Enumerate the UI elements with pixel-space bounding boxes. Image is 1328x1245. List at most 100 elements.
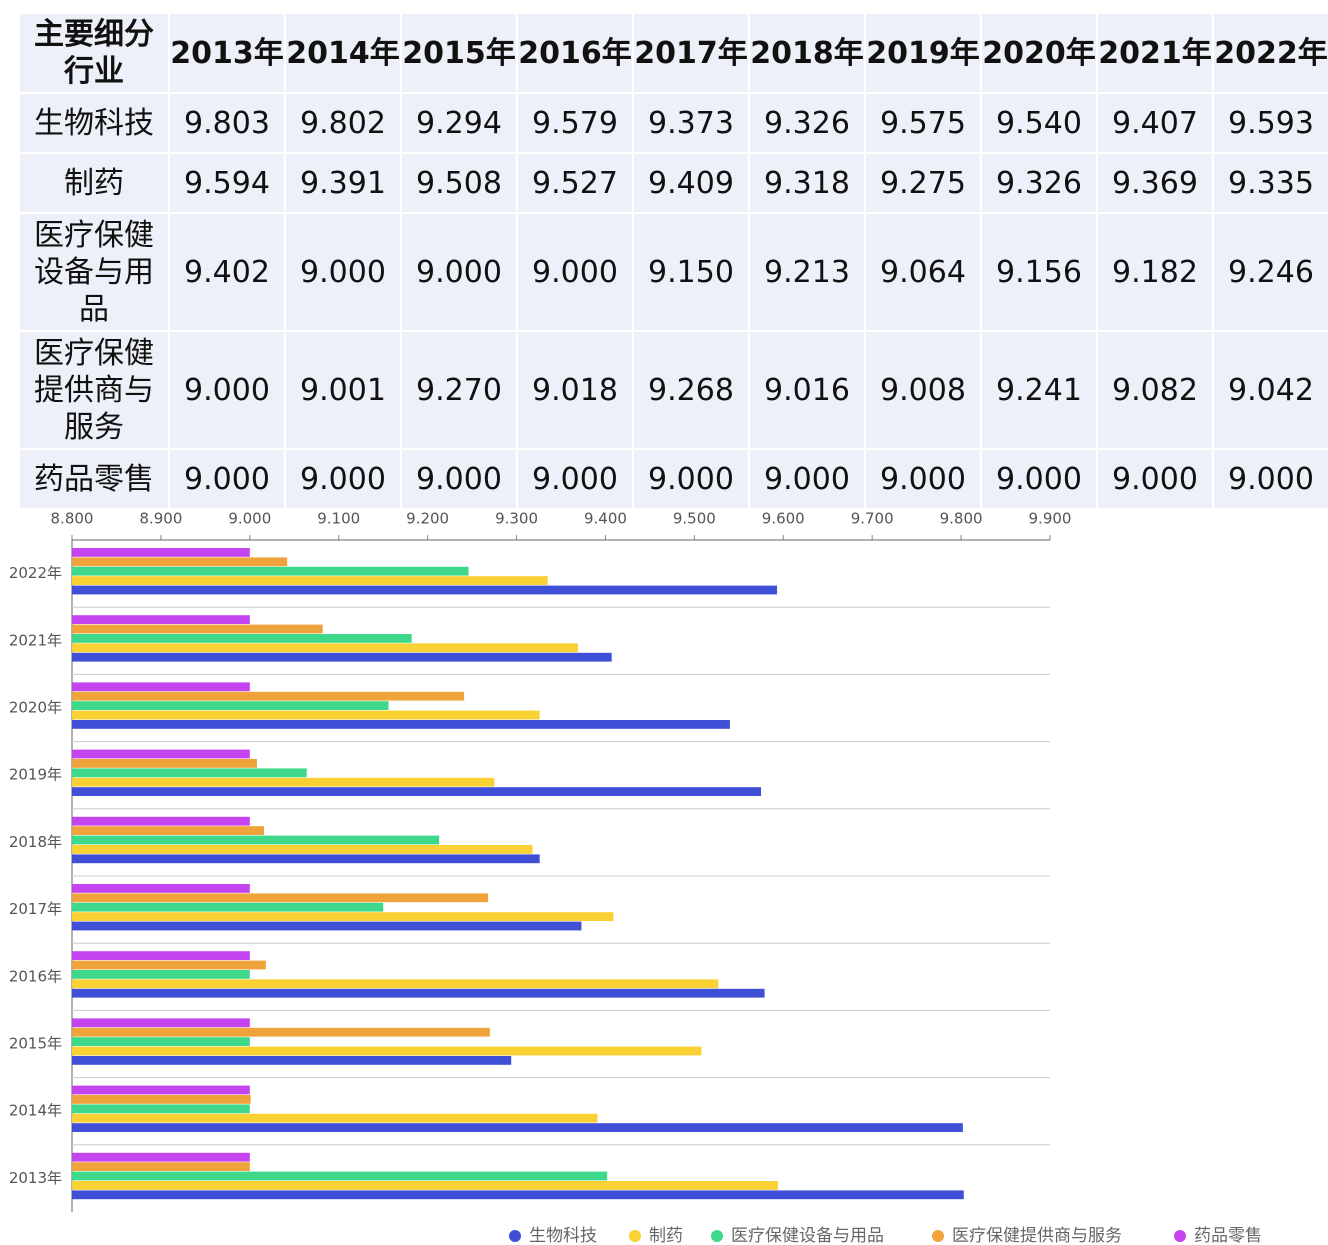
- bar: [72, 720, 730, 729]
- table-row: 医疗保健提供商与服务 9.000 9.001 9.270 9.018 9.268 9.016…: [20, 332, 1328, 448]
- bar: [72, 854, 540, 864]
- cell: 9.326: [750, 94, 864, 152]
- cell: 9.000: [286, 450, 400, 508]
- bar: [72, 1181, 778, 1190]
- cell: 9.000: [170, 332, 284, 448]
- bar: [72, 557, 288, 567]
- cell: 2016年: [518, 14, 632, 92]
- bar: [72, 951, 250, 960]
- cell: 9.508: [402, 154, 516, 212]
- cell: 9.182: [1098, 214, 1212, 330]
- bar: [72, 768, 307, 778]
- cell: 9.000: [518, 214, 632, 330]
- bar: [72, 921, 582, 931]
- bar: [72, 845, 533, 854]
- cell: 9.156: [982, 214, 1096, 330]
- bar: [72, 816, 250, 826]
- cell: 2018年: [750, 14, 864, 92]
- bar: [72, 548, 250, 557]
- y-tick-label: 2018年: [9, 833, 62, 851]
- x-tick-label: 9.600: [762, 510, 805, 528]
- x-tick-label: 9.000: [228, 510, 271, 528]
- cell: 9.000: [286, 214, 400, 330]
- bar: [72, 566, 469, 576]
- y-tick-label: 2022年: [9, 564, 62, 582]
- cell: 9.593: [1214, 94, 1328, 152]
- x-tick-label: 8.900: [139, 510, 182, 528]
- bar: [72, 634, 412, 643]
- legend-swatch: [1174, 1230, 1186, 1242]
- cell: 9.335: [1214, 154, 1328, 212]
- table-row: 医疗保健设备与用品 9.402 9.000 9.000 9.000 9.150 9.213 9…: [20, 214, 1328, 330]
- cell: 9.246: [1214, 214, 1328, 330]
- bar: [72, 652, 612, 662]
- y-tick-label: 2017年: [9, 900, 62, 918]
- bar: [72, 624, 323, 634]
- bar: [72, 701, 389, 710]
- bar: [72, 1162, 250, 1171]
- cell: 9.000: [402, 214, 516, 330]
- cell: 2022年: [1214, 14, 1328, 92]
- y-tick-label: 2014年: [9, 1102, 62, 1120]
- cell: 9.000: [518, 450, 632, 508]
- bar: [72, 979, 719, 989]
- row-label: 制药: [20, 154, 168, 212]
- bar: [72, 893, 489, 903]
- y-tick-label: 2019年: [9, 766, 62, 784]
- x-tick-label: 9.100: [317, 510, 360, 528]
- y-tick-label: 2016年: [9, 967, 62, 985]
- cell: 9.213: [750, 214, 864, 330]
- cell: 9.294: [402, 94, 516, 152]
- cell: 9.064: [866, 214, 980, 330]
- cell: 9.008: [866, 332, 980, 448]
- cell: 2013年: [170, 14, 284, 92]
- x-tick-label: 9.900: [1029, 510, 1072, 528]
- cell: 9.369: [1098, 154, 1212, 212]
- cell: 9.268: [634, 332, 748, 448]
- cell: 2019年: [866, 14, 980, 92]
- cell: 9.000: [1098, 450, 1212, 508]
- bar: [72, 643, 578, 653]
- cell: 9.409: [634, 154, 748, 212]
- bar: [72, 615, 250, 624]
- bar: [72, 1123, 963, 1132]
- row-label: 生物科技: [20, 94, 168, 152]
- table-row: 制药 9.594 9.391 9.508 9.527 9.409 9.318 9.275 9.3…: [20, 154, 1328, 212]
- row-label: 主要细分行业: [20, 14, 168, 92]
- cell: 9.540: [982, 94, 1096, 152]
- bar: [72, 988, 765, 998]
- bar: [72, 1027, 490, 1037]
- bar: [72, 1095, 251, 1104]
- bar: [72, 912, 614, 921]
- bar: [72, 1104, 250, 1114]
- bar: [72, 1190, 964, 1200]
- bar: [72, 884, 250, 893]
- cell: 9.373: [634, 94, 748, 152]
- legend-label: 医疗保健设备与用品: [731, 1226, 884, 1245]
- bar: [72, 1171, 608, 1181]
- bar: [72, 1037, 250, 1046]
- bar: [72, 682, 250, 692]
- cell: 9.000: [982, 450, 1096, 508]
- table-row: 主要细分行业 2013年 2014年 2015年 2016年 2017年 2018年 2019…: [20, 14, 1328, 92]
- bar: [72, 1056, 512, 1065]
- x-tick-label: 9.500: [673, 510, 716, 528]
- bar: [72, 749, 250, 759]
- cell: 2017年: [634, 14, 748, 92]
- cell: 9.594: [170, 154, 284, 212]
- cell: 9.802: [286, 94, 400, 152]
- cell: 9.000: [634, 450, 748, 508]
- bar: [72, 970, 250, 979]
- cell: 9.391: [286, 154, 400, 212]
- cell: 9.018: [518, 332, 632, 448]
- row-label: 医疗保健设备与用品: [20, 214, 168, 330]
- bar: [72, 1152, 250, 1162]
- cell: 9.803: [170, 94, 284, 152]
- bar: [72, 710, 540, 720]
- cell: 9.270: [402, 332, 516, 448]
- cell: 2014年: [286, 14, 400, 92]
- legend-swatch: [509, 1230, 521, 1242]
- bar: [72, 576, 548, 585]
